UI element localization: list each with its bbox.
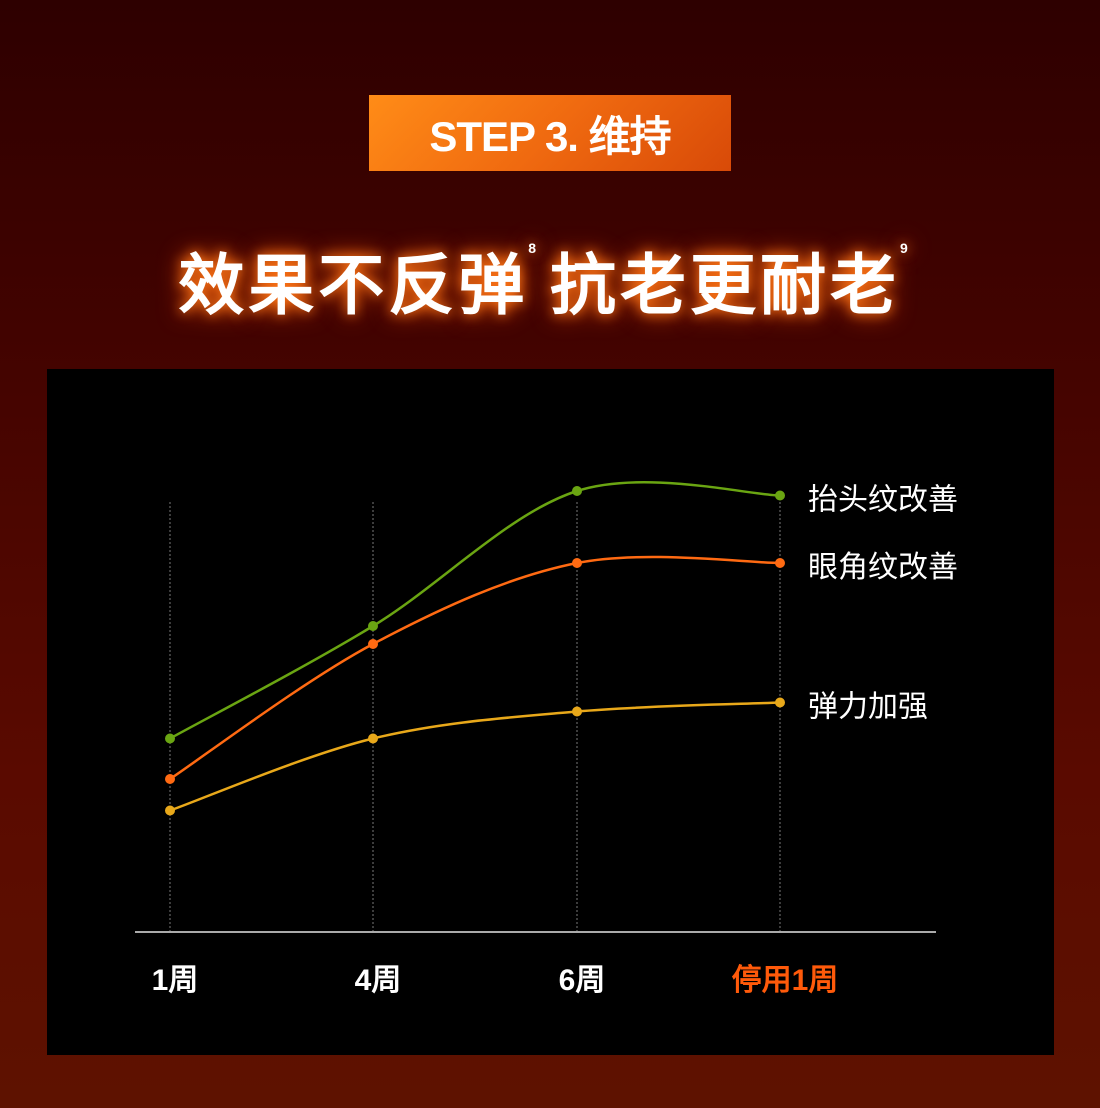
x-tick-label: 1周 <box>152 964 199 997</box>
data-point <box>572 706 582 717</box>
data-point <box>165 733 175 744</box>
x-tick-label: 停用1周 <box>732 964 839 997</box>
data-point <box>775 558 785 568</box>
headline-part2: 抗老更耐老 <box>550 248 900 322</box>
x-tick-label: 4周 <box>355 964 402 997</box>
series-label: 弹力加强 <box>808 690 928 725</box>
series-line <box>169 701 781 812</box>
footnote-9: 9 <box>900 240 908 256</box>
data-point <box>165 805 175 816</box>
data-point <box>775 490 785 501</box>
series-line <box>169 555 781 781</box>
step-badge: STEP 3. 维持 <box>369 95 731 171</box>
footnote-8: 8 <box>528 240 536 256</box>
chart-panel <box>47 369 1054 1055</box>
data-point <box>572 558 582 568</box>
data-point <box>368 733 378 744</box>
data-point <box>572 486 582 496</box>
series-line <box>169 481 781 740</box>
data-point <box>368 639 378 649</box>
data-point <box>165 774 175 784</box>
series-label: 抬头纹改善 <box>808 483 958 518</box>
x-tick-label: 6周 <box>559 964 606 997</box>
data-point <box>368 621 378 631</box>
series-label: 眼角纹改善 <box>808 550 958 585</box>
headline: 效果不反弹8 抗老更耐老9 <box>0 232 1100 328</box>
headline-part1: 效果不反弹 <box>178 248 529 322</box>
data-point <box>775 697 785 708</box>
